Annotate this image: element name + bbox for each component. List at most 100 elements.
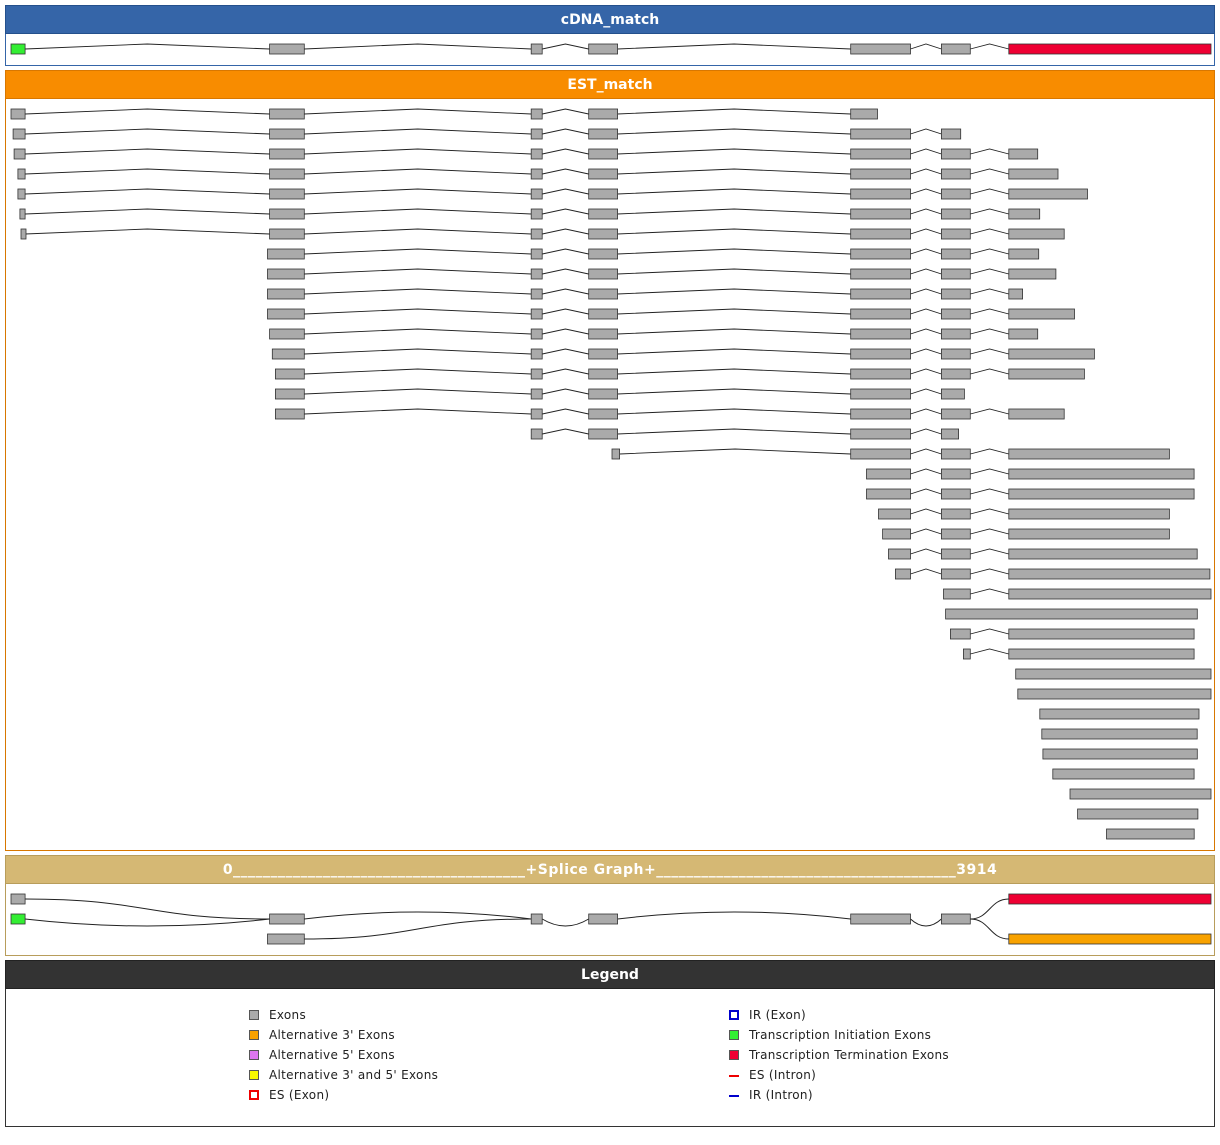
intron-line (970, 288, 1009, 295)
exon-block (941, 188, 971, 200)
intron-line (542, 228, 589, 235)
intron-line (910, 208, 942, 215)
intron-line (617, 388, 851, 395)
exon-block (588, 328, 619, 340)
intron-line (970, 308, 1009, 315)
alt3-swatch (249, 1030, 259, 1040)
exon-block (269, 168, 305, 180)
intron-line (542, 408, 589, 415)
intron-line (619, 448, 851, 455)
exon-block (19, 208, 26, 220)
termination-exon (1008, 43, 1212, 55)
legend-label: IR (Exon) (749, 1008, 807, 1022)
exon-block (1008, 168, 1059, 180)
intron-line (542, 388, 589, 395)
exon-block (1008, 528, 1170, 540)
legend-panel: Exons Alternative 3' Exons Alternative 5… (5, 989, 1215, 1127)
transcript-row (866, 488, 1195, 500)
legend-label: Transcription Initiation Exons (749, 1028, 932, 1042)
est-match-title: EST_match (567, 77, 653, 93)
exon-block (1008, 408, 1065, 420)
intron-line (617, 248, 851, 255)
exon-block (941, 428, 960, 440)
intron-line (970, 508, 1009, 515)
exon-node (10, 893, 26, 905)
exon-block (588, 268, 619, 280)
transcript-row (274, 388, 965, 400)
exon-block (530, 388, 543, 400)
exon-block (1041, 728, 1198, 740)
intron-line (542, 148, 589, 155)
exon-block (530, 108, 543, 120)
intron-line (304, 128, 532, 135)
transcript-row (1042, 748, 1198, 760)
exon-node (850, 913, 911, 925)
exon-block (866, 488, 911, 500)
exon-block (941, 528, 971, 540)
cdna-match-header: cDNA_match (5, 5, 1215, 34)
cdna-match-track (10, 43, 1212, 55)
intron-line (304, 208, 532, 215)
exon-block (950, 628, 971, 640)
intron-line (617, 108, 851, 115)
intron-line (542, 368, 589, 375)
init-swatch (729, 1030, 739, 1040)
intron-line (970, 248, 1009, 255)
intron-line (910, 348, 942, 355)
intron-line (910, 288, 942, 295)
exon-swatch (249, 1010, 259, 1020)
termination-node (1008, 893, 1212, 905)
intron-line (304, 288, 532, 295)
legend-header: Legend (5, 960, 1215, 989)
intron-line (970, 548, 1009, 555)
splice-edge (25, 918, 270, 927)
intron-line (617, 128, 851, 135)
es-intron-swatch (729, 1075, 739, 1077)
transcript-row (267, 268, 1057, 280)
exon-block (850, 308, 911, 320)
intron-line (970, 368, 1009, 375)
exon-block (588, 128, 619, 140)
transcript-row (878, 508, 1170, 520)
exon-block (530, 268, 543, 280)
exon-block (888, 548, 911, 560)
intron-line (970, 528, 1009, 535)
legend-label: IR (Intron) (749, 1088, 813, 1102)
intron-line (910, 308, 942, 315)
transcript-row (950, 628, 1195, 640)
term-swatch (729, 1050, 739, 1060)
intron-line (617, 268, 851, 275)
exon-block (941, 328, 971, 340)
exon-block (850, 368, 911, 380)
intron-line (970, 568, 1009, 575)
exon-block (588, 288, 619, 300)
splice-graph-panel (5, 884, 1215, 956)
exon-block (588, 228, 619, 240)
exon-block (1008, 208, 1041, 220)
intron-line (970, 208, 1009, 215)
intron-line (304, 108, 532, 115)
transcript-row (888, 548, 1198, 560)
exon-block (611, 448, 620, 460)
splice-graph-title: 0_______________________________________… (222, 862, 998, 878)
exon-block (17, 188, 26, 200)
splice-edge (910, 918, 942, 927)
legend-label: Alternative 5' Exons (269, 1048, 395, 1062)
intron-line (542, 108, 589, 115)
exon-block (267, 308, 305, 320)
intron-line (304, 248, 532, 255)
exon-block (850, 388, 911, 400)
intron-line (617, 428, 851, 435)
transcript-row (269, 328, 1039, 340)
transcript-row (945, 608, 1198, 620)
exon-block (588, 148, 619, 160)
transcript-row (530, 428, 960, 440)
transcript-row (17, 188, 1088, 200)
exon-block (1008, 588, 1212, 600)
exon-block (941, 368, 971, 380)
exon-block (13, 148, 26, 160)
transcript-row (1041, 728, 1198, 740)
exon-block (530, 228, 543, 240)
exon-block (1008, 328, 1039, 340)
exon-block (530, 328, 543, 340)
